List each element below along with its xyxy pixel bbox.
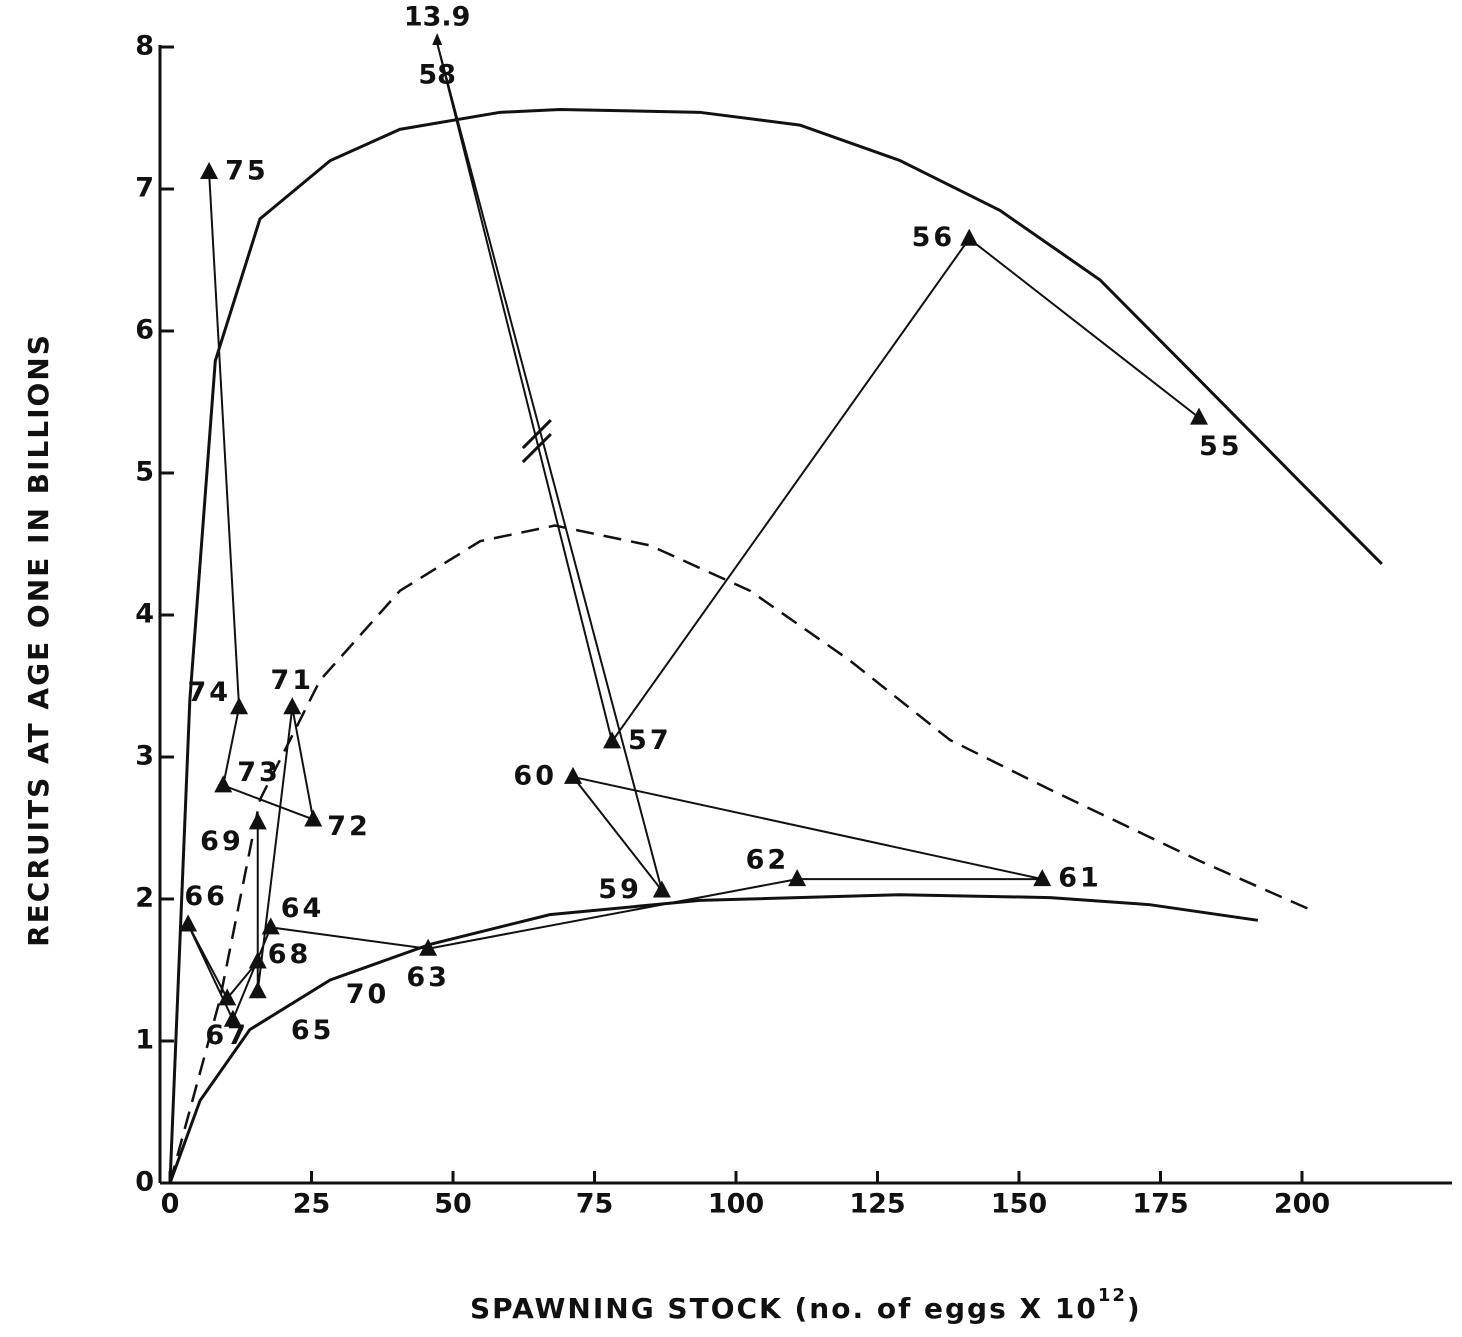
data-point (248, 981, 267, 999)
x-axis-label-exponent: 12 (1098, 1285, 1127, 1306)
x-tick-label: 50 (434, 1189, 472, 1220)
point-label: 75 (225, 155, 269, 186)
data-point (564, 766, 583, 784)
off-scale-arrow (432, 33, 443, 45)
point-label: 60 (513, 760, 557, 791)
x-tick-label: 75 (576, 1189, 614, 1220)
y-tick-label: 2 (135, 883, 154, 914)
point-label: 59 (598, 874, 642, 905)
point-label: 61 (1058, 863, 1102, 894)
y-tick-label: 3 (135, 741, 154, 772)
point-label: 64 (281, 893, 325, 924)
axis-break (521, 433, 552, 464)
data-point (304, 809, 323, 827)
point-label: 73 (237, 757, 281, 788)
x-tick-label: 150 (991, 1189, 1047, 1220)
data-point (218, 988, 237, 1006)
x-axis-label-text: SPAWNING STOCK (no. of eggs X 10 (470, 1292, 1098, 1325)
data-point (214, 775, 233, 793)
x-tick-label: 100 (708, 1189, 764, 1220)
point-label: 66 (184, 881, 228, 912)
point-label: 56 (912, 222, 956, 253)
point-label: 57 (628, 725, 672, 756)
y-tick-label: 0 (135, 1167, 154, 1198)
model-curve (168, 107, 1383, 1184)
data-point (200, 161, 219, 179)
point-label: 68 (268, 939, 312, 970)
data-point (1033, 869, 1052, 887)
point-label: 58 (418, 60, 456, 91)
model-curve (168, 893, 1259, 1184)
y-axis-label: RECRUITS AT AGE ONE IN BILLIONS (22, 333, 55, 947)
off-scale-value: 13.9 (404, 2, 471, 33)
dashed-curve (168, 524, 1316, 1184)
data-point (603, 731, 622, 749)
x-tick-label: 125 (849, 1189, 905, 1220)
data-point (419, 938, 438, 956)
data-point (248, 812, 267, 830)
x-axis-label: SPAWNING STOCK (no. of eggs X 1012) (470, 1285, 1142, 1325)
point-label: 74 (187, 677, 231, 708)
point-label: 72 (327, 811, 371, 842)
data-point (652, 880, 671, 898)
point-label: 69 (200, 826, 244, 857)
data-point (283, 697, 302, 715)
y-tick-label: 6 (135, 315, 154, 346)
point-label: 63 (406, 962, 450, 993)
data-point (230, 697, 249, 715)
trajectory-line (187, 42, 1200, 1023)
x-tick-label: 0 (161, 1189, 180, 1220)
data-point (179, 914, 198, 932)
x-tick-label: 25 (293, 1189, 331, 1220)
x-tick-label: 200 (1274, 1189, 1330, 1220)
data-point (788, 869, 807, 887)
y-tick-label: 5 (135, 457, 154, 488)
point-label: 71 (270, 665, 314, 696)
point-label: 55 (1199, 431, 1243, 462)
y-tick-label: 4 (135, 599, 154, 630)
point-label: 67 (205, 1020, 249, 1051)
y-tick-label: 1 (135, 1025, 154, 1056)
x-tick-label: 175 (1132, 1189, 1188, 1220)
axis-break (521, 419, 552, 450)
point-label: 70 (346, 979, 390, 1010)
data-point (1189, 407, 1208, 425)
y-tick-label: 8 (135, 31, 154, 62)
point-label: 62 (746, 845, 790, 876)
data-point (248, 951, 267, 969)
data-point (223, 1009, 242, 1027)
x-axis-label-suffix: ) (1127, 1292, 1142, 1325)
data-point (261, 917, 280, 935)
y-tick-label: 7 (135, 173, 154, 204)
point-label: 65 (291, 1015, 335, 1046)
data-point (960, 228, 979, 246)
